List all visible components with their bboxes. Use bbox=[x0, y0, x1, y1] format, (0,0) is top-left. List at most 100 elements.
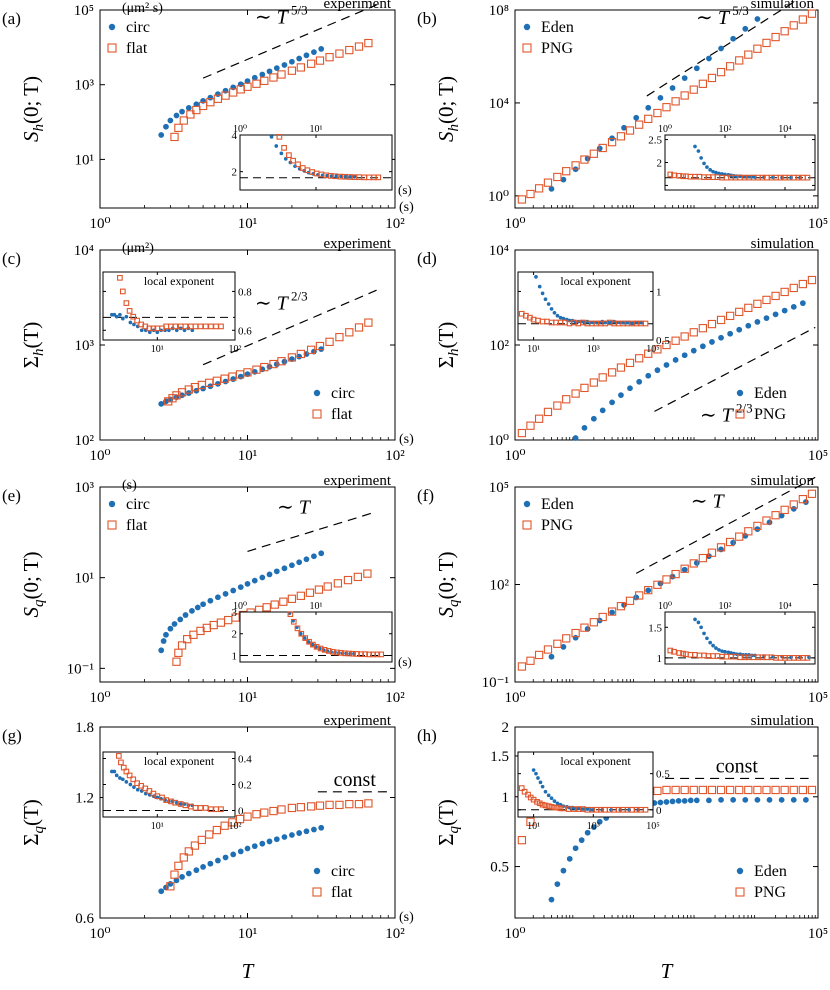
data-point bbox=[675, 798, 682, 804]
inset-x-tick-label: 10¹ bbox=[151, 821, 164, 832]
data-point bbox=[200, 601, 206, 608]
data-point bbox=[735, 785, 744, 795]
y-tick-label: 10⁻¹ bbox=[482, 675, 509, 691]
inset-data-point bbox=[714, 170, 718, 175]
guide-label: ∼ T 2/3 bbox=[700, 400, 753, 426]
data-point bbox=[689, 85, 698, 94]
inset-data-point bbox=[671, 648, 677, 655]
data-point bbox=[657, 94, 664, 101]
data-point bbox=[306, 345, 316, 354]
inset-data-point bbox=[378, 651, 385, 658]
data-point bbox=[662, 103, 671, 112]
data-point bbox=[730, 35, 737, 42]
x-tick-label: 10¹ bbox=[238, 216, 258, 232]
inset-b: 10⁰ 10² 10⁴ 2 2.5 bbox=[648, 124, 816, 191]
data-point bbox=[698, 553, 708, 563]
data-point bbox=[635, 354, 644, 363]
data-point bbox=[243, 82, 252, 91]
corner-label: experiment bbox=[324, 0, 392, 12]
y-axis-label: Σq(T) bbox=[434, 799, 462, 846]
series-Eden bbox=[548, 16, 761, 192]
inset-data-point bbox=[167, 328, 171, 333]
data-point bbox=[706, 797, 712, 804]
inset-frame bbox=[517, 271, 654, 341]
inset-y-tick-label: 1.5 bbox=[648, 622, 662, 634]
inset-data-point bbox=[135, 787, 140, 792]
inset-data-point bbox=[313, 643, 320, 650]
data-point bbox=[193, 867, 200, 874]
x-tick-label: 10⁰ bbox=[504, 448, 525, 464]
data-point bbox=[706, 55, 712, 62]
data-point bbox=[281, 62, 288, 68]
inset-data-point bbox=[190, 328, 195, 333]
x-tick-label: 10⁰ bbox=[89, 448, 110, 464]
inset-y-tick-label: 3 bbox=[232, 607, 238, 619]
inset-data-point bbox=[366, 651, 372, 658]
inset-data-point bbox=[545, 803, 552, 810]
inset-data-point bbox=[627, 807, 632, 812]
data-point bbox=[296, 559, 303, 566]
x-tick-label: 10⁵ bbox=[808, 926, 828, 942]
data-point bbox=[303, 828, 310, 835]
inset-data-point bbox=[546, 302, 551, 306]
inset-data-point bbox=[798, 175, 802, 180]
data-point bbox=[798, 15, 807, 24]
data-point bbox=[799, 300, 806, 307]
inset-x-tick-label: 10¹ bbox=[151, 344, 164, 355]
inset-data-point bbox=[552, 799, 557, 803]
inset-frame bbox=[664, 134, 816, 191]
x-tick-label: 10⁵ bbox=[808, 216, 828, 232]
data-point bbox=[560, 867, 567, 874]
x-tick-label: 10¹ bbox=[238, 690, 258, 706]
data-point bbox=[709, 339, 715, 345]
data-point bbox=[335, 332, 344, 342]
inset-f: 10⁰ 10² 10⁴ 1 1.5 bbox=[648, 601, 816, 665]
inset-data-point bbox=[197, 323, 204, 330]
data-point bbox=[625, 358, 635, 368]
data-point bbox=[314, 585, 324, 594]
legend-label: Eden bbox=[754, 863, 787, 880]
data-point bbox=[277, 70, 286, 79]
data-point bbox=[212, 825, 222, 835]
data-point bbox=[526, 817, 535, 826]
inset-data-point bbox=[358, 651, 364, 658]
inset-data-point bbox=[702, 161, 706, 166]
inset-data-point bbox=[306, 640, 311, 644]
y-tick-label: 10⁴ bbox=[489, 243, 509, 259]
data-point bbox=[621, 124, 627, 131]
x-tick-label: 10⁵ bbox=[808, 690, 828, 706]
data-point bbox=[534, 184, 544, 193]
data-point bbox=[580, 383, 589, 393]
unit-right: (s) bbox=[399, 200, 414, 215]
inset-e: 10⁰ 10¹ 1 2 3 (s) bbox=[232, 601, 412, 669]
inset-y-tick-label: 0.4 bbox=[238, 754, 252, 766]
inset-data-point bbox=[132, 785, 136, 789]
data-point bbox=[548, 653, 555, 660]
data-point bbox=[548, 185, 555, 192]
inset-data-point bbox=[804, 655, 811, 661]
inset-data-point bbox=[123, 768, 130, 775]
data-point bbox=[526, 421, 535, 430]
data-point bbox=[287, 66, 297, 75]
y-tick-label: 10⁴ bbox=[489, 96, 509, 112]
data-point bbox=[807, 489, 817, 498]
inset-x-tick-label: 10² bbox=[229, 821, 242, 832]
guide-label: ∼ T bbox=[277, 497, 312, 519]
inset-data-point bbox=[290, 157, 296, 164]
unit-right: (s) bbox=[399, 432, 414, 447]
inset-data-point bbox=[134, 317, 140, 324]
data-point bbox=[273, 65, 280, 71]
data-point bbox=[718, 796, 724, 803]
data-point bbox=[166, 882, 175, 891]
x-axis-label: T bbox=[242, 959, 255, 983]
data-point bbox=[296, 591, 306, 600]
inset-data-point bbox=[112, 769, 117, 774]
x-tick-label: 10² bbox=[385, 448, 405, 464]
data-point bbox=[222, 854, 229, 861]
inset-data-point bbox=[329, 174, 334, 178]
data-point bbox=[209, 620, 218, 630]
y-tick-label: 1.2 bbox=[75, 790, 94, 806]
series-circ bbox=[158, 550, 325, 654]
data-point bbox=[596, 145, 603, 152]
data-point bbox=[315, 56, 325, 65]
